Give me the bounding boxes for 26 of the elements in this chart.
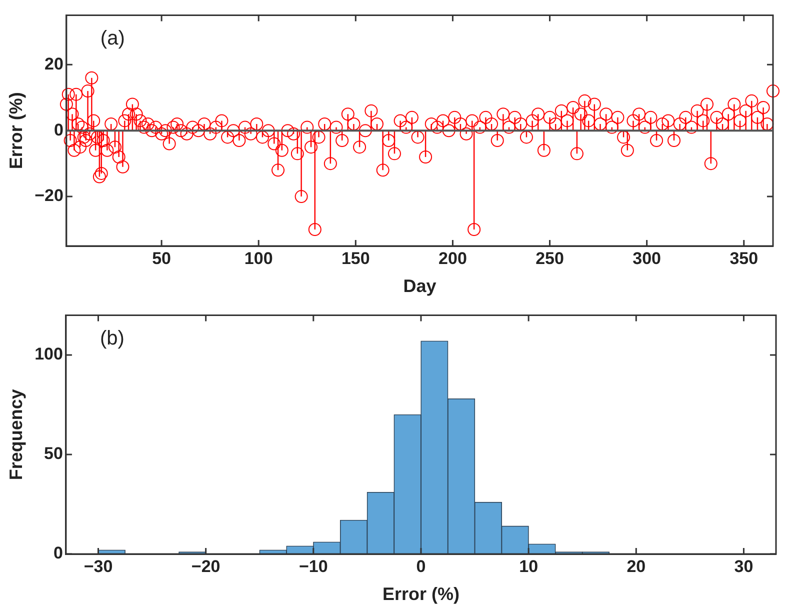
annotation: (b) [100,328,124,350]
x-axis-title: Day [403,276,436,296]
y-tick-label: 0 [53,544,63,563]
x-tick-label: 0 [416,556,426,576]
y-tick-label: 50 [44,444,63,464]
y-tick-label: 0 [54,120,64,140]
x-tick-label: 30 [734,556,754,576]
x-tick-label: 350 [730,248,758,268]
y-axis-title: Error (%) [6,92,26,170]
x-tick-label: 250 [536,248,564,268]
x-tick-label: 200 [438,248,467,268]
y-axis-title: Frequency [6,389,26,480]
y-tick-label: −20 [34,186,64,206]
x-tick-label: −20 [191,556,220,576]
x-axis-title: Error (%) [382,584,460,604]
x-tick-label: 150 [341,248,370,268]
y-tick-label: 20 [44,54,64,74]
x-tick-label: 100 [244,248,273,268]
x-tick-label: 10 [519,556,538,576]
x-tick-label: 50 [152,248,172,268]
x-tick-label: −30 [84,556,113,576]
y-tick-label: 100 [34,344,63,364]
x-tick-label: 300 [632,248,662,268]
annotation: (a) [100,28,125,50]
x-tick-label: −10 [298,556,328,576]
x-tick-label: 20 [626,556,646,576]
